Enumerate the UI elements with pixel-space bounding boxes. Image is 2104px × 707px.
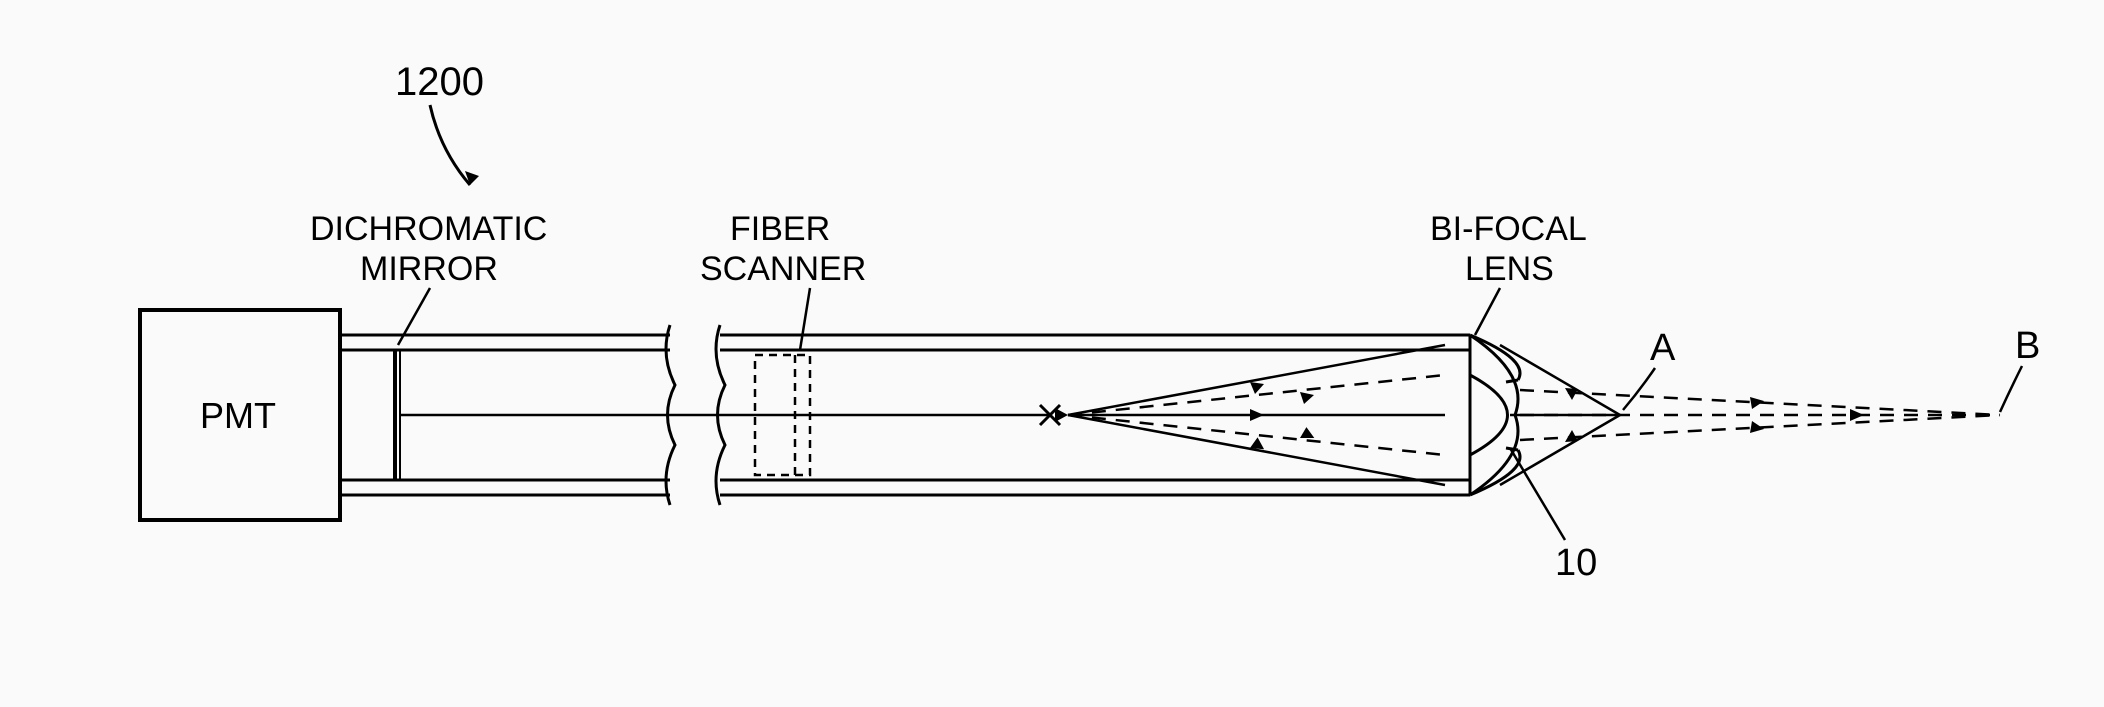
point-a-leader: [1623, 368, 1655, 410]
point-b-leader: [2000, 366, 2022, 412]
ray-dash-out-center-arrow: [1850, 409, 1864, 421]
lens-inner-curve: [1470, 375, 1508, 455]
point-a-label: A: [1650, 327, 1676, 369]
fiber-label-1: FIBER: [730, 210, 830, 248]
lens-leader: [1475, 288, 1500, 335]
lens-label-1: BI-FOCAL: [1430, 210, 1587, 248]
scanner-leader: [800, 288, 810, 350]
reference-number: 1200: [395, 60, 484, 104]
ray-solid-center-arrow: [1250, 409, 1264, 421]
fiber-label-2: SCANNER: [700, 250, 866, 288]
lens-ref-10: 10: [1555, 542, 1597, 584]
fiber-tip-arrow: [1055, 408, 1068, 422]
pmt-label: PMT: [200, 395, 276, 436]
ref-arrow: [430, 105, 470, 185]
ray-solid-top-arrow: [1250, 382, 1264, 394]
point-b-label: B: [2015, 325, 2040, 367]
dichromatic-label-2: MIRROR: [360, 250, 498, 288]
lens-step-t: [1506, 380, 1518, 382]
dichromatic-label-1: DICHROMATIC: [310, 210, 547, 248]
lens-label-2: LENS: [1465, 250, 1554, 288]
ray-dash-bottom-arrow: [1300, 426, 1316, 441]
ray-dash-top-arrow: [1300, 392, 1314, 404]
optical-diagram: 1200 PMT DICHROMATIC MIRROR FIBER SCANNE…: [0, 0, 2104, 707]
